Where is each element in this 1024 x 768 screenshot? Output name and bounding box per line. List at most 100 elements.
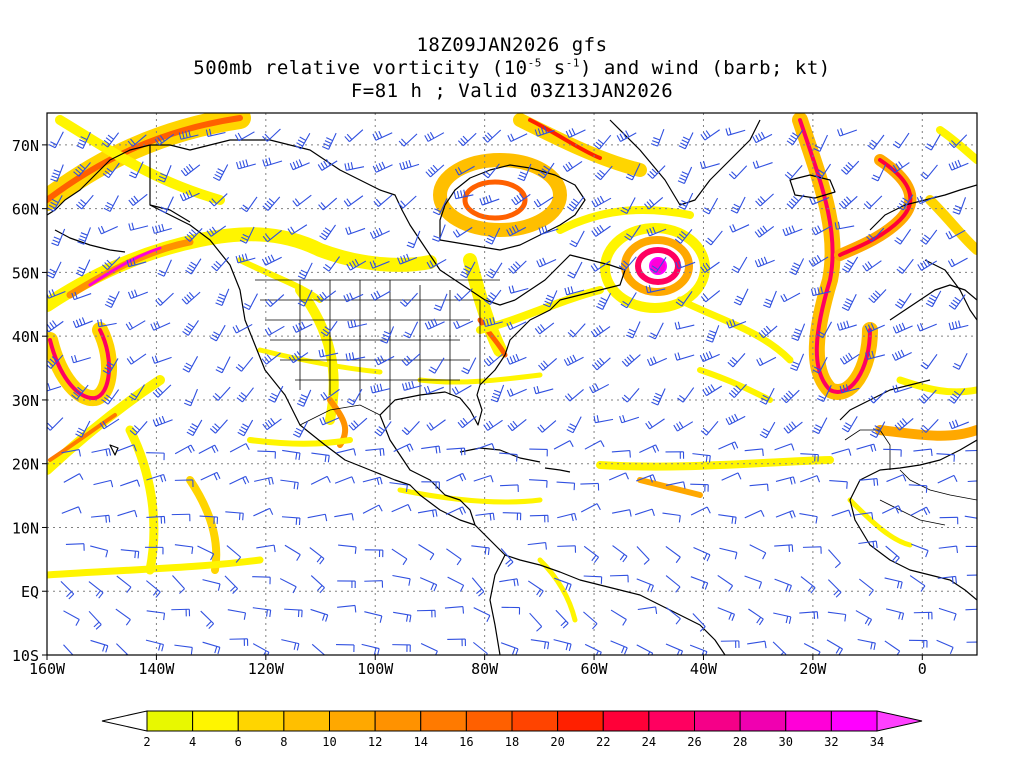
wind-barb (261, 254, 282, 266)
wind-barb (827, 579, 842, 598)
wind-barb (252, 607, 272, 618)
wind-barb (947, 257, 968, 268)
wind-barb (364, 580, 384, 588)
wind-barb (565, 128, 586, 138)
colorbar-box (237, 710, 285, 732)
wind-barb (63, 610, 80, 626)
wind-barb (678, 192, 694, 210)
graticule (47, 113, 977, 655)
wind-barb (754, 256, 775, 268)
wind-barb (451, 384, 472, 395)
wind-barb (895, 292, 912, 309)
lat-label: 20N (12, 456, 39, 474)
wind-barb (937, 474, 958, 484)
wind-barb (471, 545, 490, 555)
wind-barb (282, 449, 301, 461)
wind-barb (226, 545, 242, 563)
wind-barb (809, 196, 830, 206)
wind-barb (229, 443, 250, 453)
wind-barb (920, 354, 938, 370)
wind-barb (104, 291, 120, 308)
wind-barb (952, 197, 967, 215)
wind-barb (583, 611, 598, 630)
wind-barb (171, 513, 191, 522)
wind-barb (397, 253, 418, 265)
wind-barb (320, 320, 338, 337)
wind-barb (674, 352, 695, 361)
wind-barb (128, 384, 145, 401)
wind-barb (945, 229, 966, 240)
wind-barb (675, 260, 696, 270)
wind-barb (529, 479, 548, 488)
wind-barb (418, 544, 435, 561)
wind-barb (374, 355, 395, 366)
wind-barb (609, 574, 629, 583)
wind-barb (174, 544, 194, 555)
lat-label: 60N (12, 201, 39, 219)
wind-barb (590, 260, 611, 272)
wind-barb (471, 577, 485, 597)
wind-barb (612, 509, 632, 517)
map-frame (46, 112, 978, 656)
wind-barb (763, 290, 777, 309)
wind-barb (319, 416, 340, 426)
wind-barb (920, 164, 938, 180)
wind-barb (859, 477, 879, 486)
wind-barb (700, 290, 721, 303)
wind-barb (705, 230, 723, 246)
wind-barb (749, 544, 767, 560)
wind-barb (391, 548, 408, 566)
wind-barb (151, 355, 172, 364)
wind-barb (126, 353, 147, 365)
wind-barb (566, 416, 582, 434)
wind-barb (517, 163, 532, 182)
wind-barb (867, 134, 885, 150)
wind-barb (338, 544, 357, 554)
wind-barb (311, 643, 326, 655)
wind-barb (334, 513, 354, 521)
wind-barb (297, 262, 313, 280)
colorbar-label: 32 (824, 735, 838, 749)
wind-barb (725, 413, 746, 426)
wind-barb (184, 227, 203, 242)
wind-barb (580, 503, 601, 513)
coastlines (47, 119, 977, 655)
wind-barb (127, 134, 147, 147)
wind-barb (61, 506, 82, 514)
wind-barb (65, 543, 85, 551)
wind-barb (621, 354, 641, 367)
wind-barb (596, 293, 612, 310)
wind-barb (268, 385, 284, 403)
lat-label: 10S (12, 647, 39, 665)
wind-barb (482, 163, 500, 179)
wind-barb (47, 195, 63, 212)
wind-barb (965, 449, 977, 452)
colorbar: 2 4 6 8 10 12 14 16 18 20 22 24 26 28 30 32 34 (101, 710, 923, 749)
wind-barb (174, 479, 194, 487)
wind-barb (916, 323, 937, 332)
wind-barb (337, 604, 357, 613)
wind-barb (782, 225, 803, 237)
wind-barb (126, 258, 147, 268)
wind-barb (446, 506, 467, 515)
wind-barb (197, 545, 215, 561)
wind-barb (239, 226, 255, 244)
wind-barb (925, 290, 942, 308)
wind-barb (744, 448, 764, 457)
wind-barb (774, 443, 795, 451)
wind-barb (253, 507, 274, 517)
wind-barb (759, 421, 776, 439)
wind-barb (869, 421, 886, 438)
wind-barb (909, 639, 928, 648)
wind-barb (215, 288, 230, 306)
wind-barb (730, 196, 746, 214)
wind-barb (773, 612, 792, 624)
colorbar-right-triangle (876, 710, 923, 732)
lat-label: 30N (12, 392, 39, 410)
colorbar-box (557, 710, 604, 732)
wind-barb (370, 290, 391, 301)
wind-barb (917, 259, 938, 271)
wind-barb (97, 319, 117, 328)
wind-barb (892, 322, 913, 334)
wind-barb (210, 324, 226, 342)
